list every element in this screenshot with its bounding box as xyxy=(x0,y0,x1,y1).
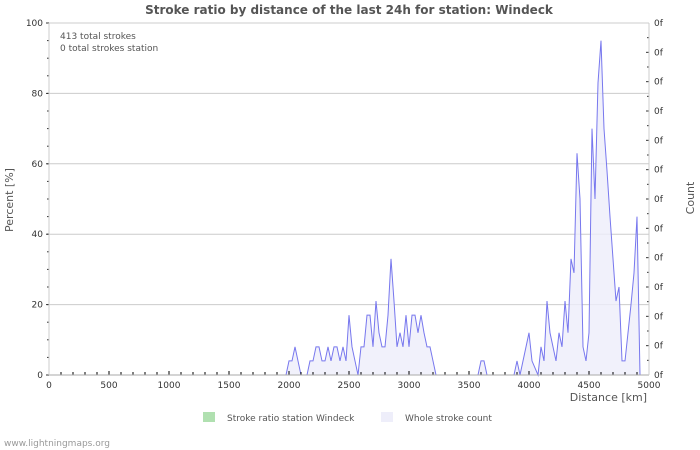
y2-tick-label: 0f xyxy=(654,107,664,117)
y-tick-label: 40 xyxy=(32,230,44,240)
chart-title: Stroke ratio by distance of the last 24h… xyxy=(145,3,554,17)
x-tick-label: 4000 xyxy=(518,381,541,391)
x-tick-label: 5000 xyxy=(638,381,661,391)
x-tick-label: 2000 xyxy=(278,381,301,391)
x-tick-label: 1000 xyxy=(158,381,181,391)
x-tick-label: 1500 xyxy=(218,381,241,391)
annotation-total-strokes: 413 total strokes xyxy=(60,32,136,42)
x-tick-label: 2500 xyxy=(338,381,361,391)
y2-axis-label: Count xyxy=(684,181,697,214)
series-area xyxy=(286,40,649,375)
annotation-station-strokes: 0 total strokes station xyxy=(60,44,158,54)
y-axis-label: Percent [%] xyxy=(3,168,16,232)
y2-tick-label: 0f xyxy=(654,78,664,88)
y-tick-label: 100 xyxy=(26,19,43,29)
series-line xyxy=(285,40,649,377)
y2-tick-label: 0f xyxy=(654,48,664,58)
y2-tick-label: 0f xyxy=(654,371,664,381)
x-tick-label: 500 xyxy=(100,381,117,391)
y2-tick-label: 0f xyxy=(654,195,664,205)
legend-label-stroke-ratio: Stroke ratio station Windeck xyxy=(227,414,355,424)
y2-tick-label: 0f xyxy=(654,312,664,322)
x-tick-label: 3500 xyxy=(458,381,481,391)
x-axis-label: Distance [km] xyxy=(570,391,647,404)
legend-swatch-whole-count xyxy=(381,412,393,422)
y2-tick-label: 0f xyxy=(654,283,664,293)
y-tick-label: 0 xyxy=(37,371,43,381)
x-tick-label: 0 xyxy=(46,381,52,391)
x-tick-label: 4500 xyxy=(578,381,601,391)
y2-tick-label: 0f xyxy=(654,19,664,29)
y-tick-label: 60 xyxy=(32,160,44,170)
y2-tick-label: 0f xyxy=(654,224,664,234)
legend-swatch-stroke-ratio xyxy=(203,412,215,422)
watermark: www.lightningmaps.org xyxy=(4,439,110,449)
y2-tick-label: 0f xyxy=(654,254,664,264)
y-tick-label: 20 xyxy=(32,301,44,311)
x-tick-label: 3000 xyxy=(398,381,421,391)
y2-tick-label: 0f xyxy=(654,136,664,146)
y2-tick-label: 0f xyxy=(654,342,664,352)
y-tick-label: 80 xyxy=(32,89,44,99)
legend-label-whole-count: Whole stroke count xyxy=(405,414,492,424)
y2-tick-label: 0f xyxy=(654,166,664,176)
